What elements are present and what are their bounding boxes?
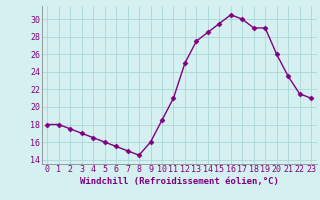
X-axis label: Windchill (Refroidissement éolien,°C): Windchill (Refroidissement éolien,°C) bbox=[80, 177, 279, 186]
